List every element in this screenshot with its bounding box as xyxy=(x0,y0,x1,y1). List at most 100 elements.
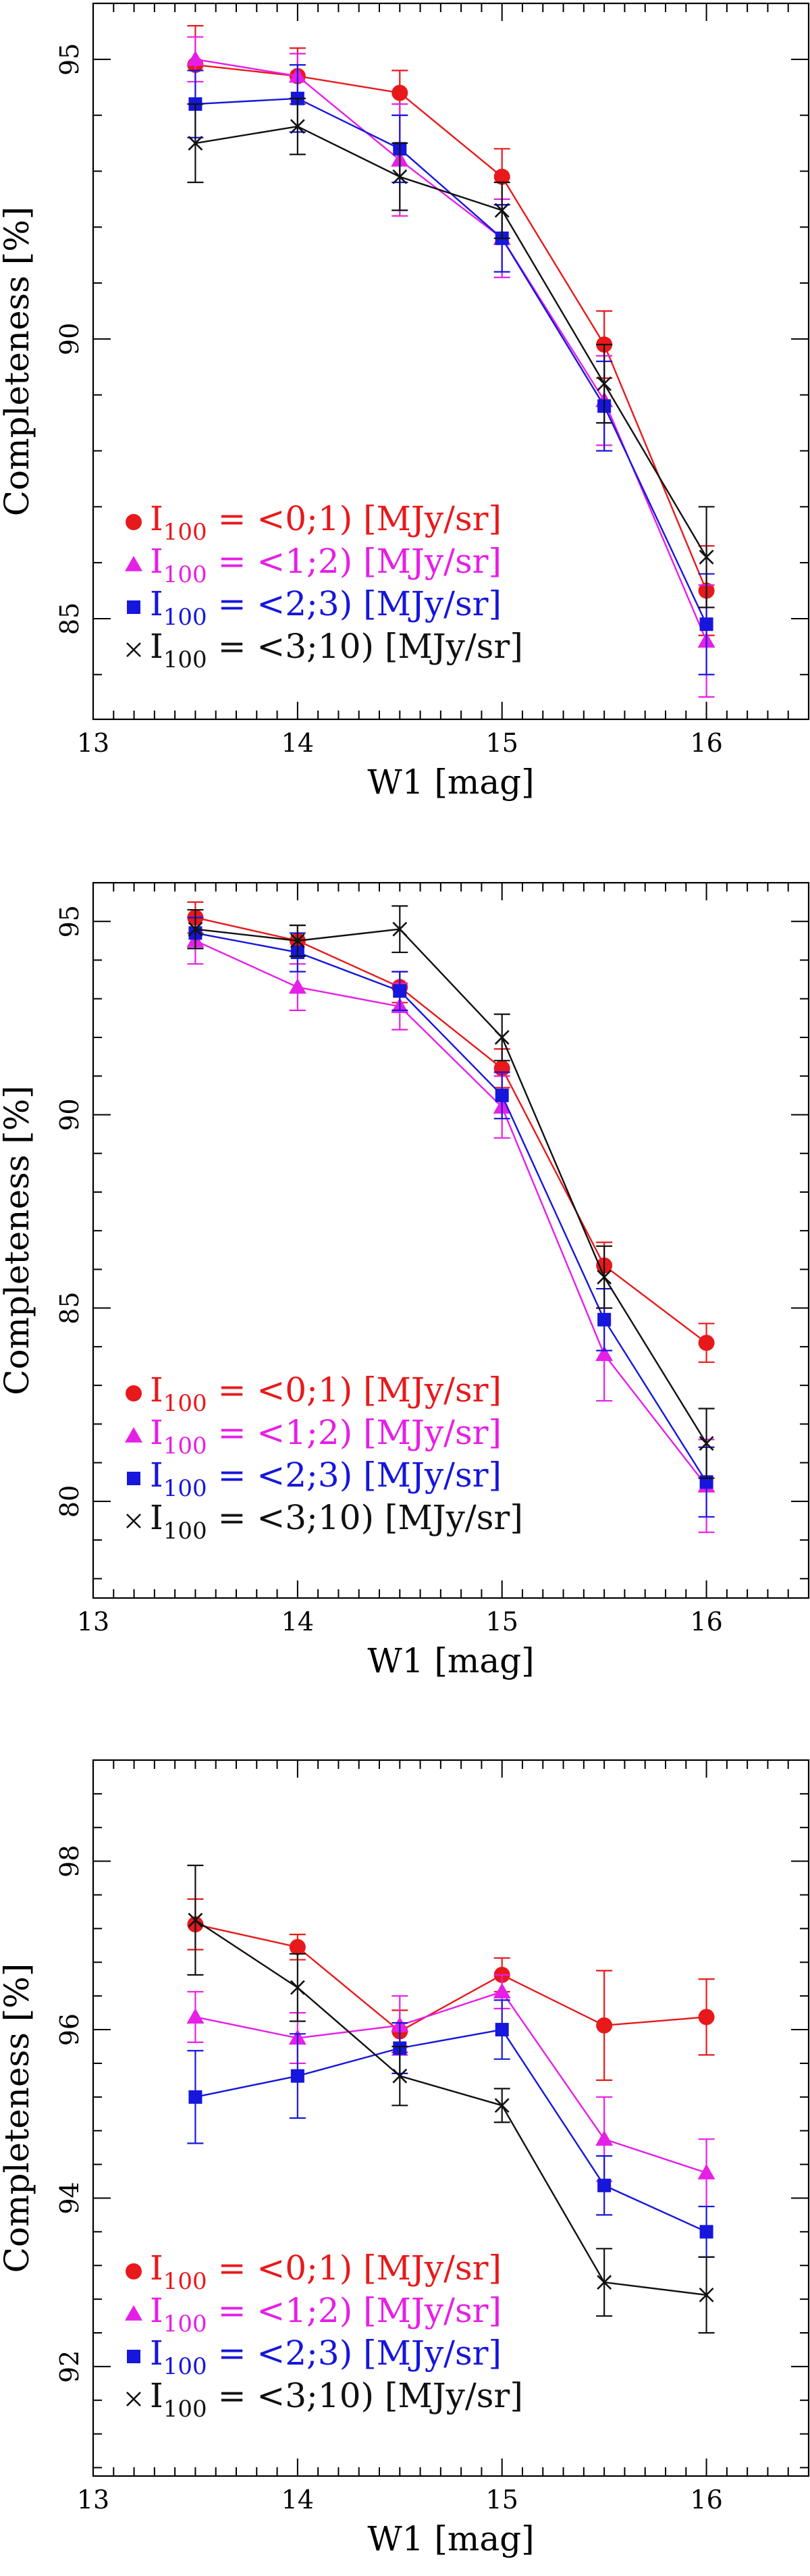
legend-marker xyxy=(126,2392,141,2406)
data-point xyxy=(699,1436,714,1451)
series-black xyxy=(187,905,715,1479)
x-tick-label: 16 xyxy=(690,2485,722,2515)
data-point xyxy=(494,1030,510,1045)
legend-marker xyxy=(126,1514,141,1528)
data-point xyxy=(290,933,305,948)
data-point xyxy=(597,1269,612,1285)
data-point xyxy=(393,984,407,998)
legend-subscript: 100 xyxy=(163,1433,207,1460)
y-tick-label: 94 xyxy=(55,2182,84,2214)
data-point xyxy=(493,1982,511,1999)
x-tick-label: 15 xyxy=(486,728,518,758)
data-point xyxy=(698,2009,715,2026)
legend-subscript: 100 xyxy=(163,646,207,673)
legend-range: = <3;10) [MJy/sr] xyxy=(207,1498,523,1537)
data-point xyxy=(699,2225,713,2239)
data-point xyxy=(188,2090,202,2104)
legend: I100 = <0;1) [MJy/sr]I100 = <1;2) [MJy/s… xyxy=(125,499,523,673)
data-point xyxy=(495,2023,509,2037)
legend-range: = <0;1) [MJy/sr] xyxy=(207,1370,502,1410)
data-point xyxy=(494,2098,510,2113)
legend-range: = <2;3) [MJy/sr] xyxy=(207,584,502,623)
chart-panel-2: 13 14 15 16 80 85 90 95 W1 [mag] Completeness [%]… xyxy=(0,881,810,1680)
data-point xyxy=(595,2130,614,2146)
plot-frame xyxy=(92,2,810,721)
data-point xyxy=(186,50,205,66)
legend-marker xyxy=(125,2305,142,2321)
y-tick-label: 90 xyxy=(55,1098,84,1131)
data-point xyxy=(697,2164,716,2180)
legend-range: = <0;1) [MJy/sr] xyxy=(207,499,502,538)
legend-entry: I100 = <2;3) [MJy/sr] xyxy=(150,1456,502,1502)
legend-range: = <2;3) [MJy/sr] xyxy=(207,2334,502,2373)
legend-subscript: 100 xyxy=(163,604,207,631)
series-blue xyxy=(187,63,715,675)
data-point xyxy=(289,1938,306,1955)
series-line xyxy=(195,917,707,1344)
y-tick-label: 95 xyxy=(55,43,84,76)
legend-symbol: I xyxy=(150,2334,163,2373)
data-point-stroke-b xyxy=(188,921,203,937)
legend-range: = <1;2) [MJy/sr] xyxy=(207,1413,502,1452)
y-tick-label: 92 xyxy=(55,2350,84,2383)
data-point xyxy=(186,2008,205,2024)
data-point xyxy=(290,119,305,134)
legend-subscript: 100 xyxy=(163,2396,207,2423)
series-line xyxy=(194,939,707,1487)
legend: I100 = <0;1) [MJy/sr]I100 = <1;2) [MJy/s… xyxy=(125,1370,523,1545)
data-point-stroke-b xyxy=(188,136,203,151)
data-point-stroke-b xyxy=(494,1030,510,1045)
x-axis-label: W1 [mag] xyxy=(367,2519,534,2558)
series-red xyxy=(187,901,715,1363)
legend-subscript: 100 xyxy=(163,1475,207,1502)
data-point xyxy=(597,376,612,392)
data-point-stroke-b xyxy=(699,2287,714,2302)
data-point-stroke-b xyxy=(494,203,510,218)
x-tick-label: 15 xyxy=(486,2485,518,2515)
y-tick-label: 96 xyxy=(55,2013,84,2046)
legend-symbol: I xyxy=(150,1456,163,1495)
legend-range: = <1;2) [MJy/sr] xyxy=(207,2291,502,2330)
legend-symbol: I xyxy=(150,1498,163,1537)
legend-entry: I100 = <2;3) [MJy/sr] xyxy=(150,2334,502,2380)
legend-subscript: 100 xyxy=(163,1518,207,1545)
series-line xyxy=(195,63,707,591)
y-axis-label: Completeness [%] xyxy=(0,1963,36,2273)
data-point xyxy=(495,1088,509,1102)
plot-frame xyxy=(92,881,810,1599)
legend-subscript: 100 xyxy=(163,519,207,546)
series-line xyxy=(195,928,707,1444)
legend-marker-stroke-b xyxy=(126,1514,141,1528)
data-point-stroke-b xyxy=(188,1913,203,1928)
x-tick-label: 14 xyxy=(281,1607,314,1637)
legend-entry: I100 = <1;2) [MJy/sr] xyxy=(150,2291,502,2338)
legend-marker xyxy=(126,1385,142,1401)
plot-frame xyxy=(92,1759,810,2477)
x-tick-label: 13 xyxy=(77,728,109,758)
x-tick-label: 13 xyxy=(77,1607,109,1637)
x-axis-label: W1 [mag] xyxy=(367,763,534,802)
y-axis-label: Completeness [%] xyxy=(0,207,36,517)
legend-marker xyxy=(125,1427,142,1443)
legend-subscript: 100 xyxy=(163,2311,207,2338)
legend-range: = <0;1) [MJy/sr] xyxy=(207,2248,502,2288)
data-point xyxy=(188,136,203,151)
data-point-stroke-b xyxy=(392,921,408,937)
data-point-stroke-b xyxy=(597,1269,612,1285)
y-tick-label: 95 xyxy=(55,905,84,937)
y-tick-label: 90 xyxy=(55,323,84,355)
series-black xyxy=(187,1864,715,2334)
y-tick-label: 98 xyxy=(55,1845,84,1877)
y-tick-label: 80 xyxy=(55,1485,84,1518)
legend-entry: I100 = <1;2) [MJy/sr] xyxy=(150,1413,502,1460)
legend-marker xyxy=(127,1472,140,1485)
y-axis-label: Completeness [%] xyxy=(0,1085,36,1395)
data-point xyxy=(392,921,408,937)
x-tick-label: 16 xyxy=(690,728,722,758)
legend-entry: I100 = <3;10) [MJy/sr] xyxy=(150,1498,523,1545)
legend-entry: I100 = <3;10) [MJy/sr] xyxy=(150,627,523,673)
data-point xyxy=(597,2178,612,2192)
series-line xyxy=(195,1924,707,2032)
legend-subscript: 100 xyxy=(163,2268,207,2295)
